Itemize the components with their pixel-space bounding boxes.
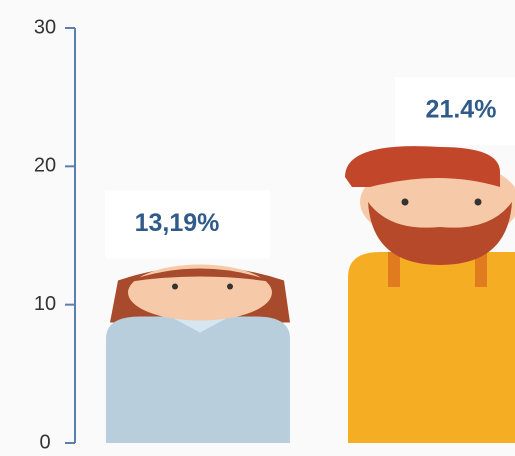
- hair: [124, 268, 276, 283]
- y-tick-label: 30: [34, 16, 56, 38]
- value-label: 13,19%: [135, 209, 220, 237]
- figure-bar: [106, 264, 290, 443]
- eye: [401, 198, 409, 206]
- figure-bar: [345, 146, 515, 443]
- eye: [474, 198, 482, 206]
- body: [348, 251, 515, 443]
- label-box: [105, 190, 270, 259]
- body: [106, 316, 290, 443]
- y-tick-label: 0: [39, 431, 50, 453]
- value-label: 21.4%: [426, 96, 497, 124]
- y-tick-label: 10: [34, 293, 56, 315]
- eye: [227, 283, 233, 290]
- y-tick-label: 20: [34, 155, 56, 177]
- collar: [170, 316, 230, 333]
- hair: [345, 146, 500, 187]
- strap: [475, 251, 487, 287]
- beard: [368, 201, 512, 265]
- eye: [172, 283, 178, 290]
- label-box: [395, 76, 515, 145]
- strap: [388, 251, 400, 287]
- face: [128, 264, 272, 321]
